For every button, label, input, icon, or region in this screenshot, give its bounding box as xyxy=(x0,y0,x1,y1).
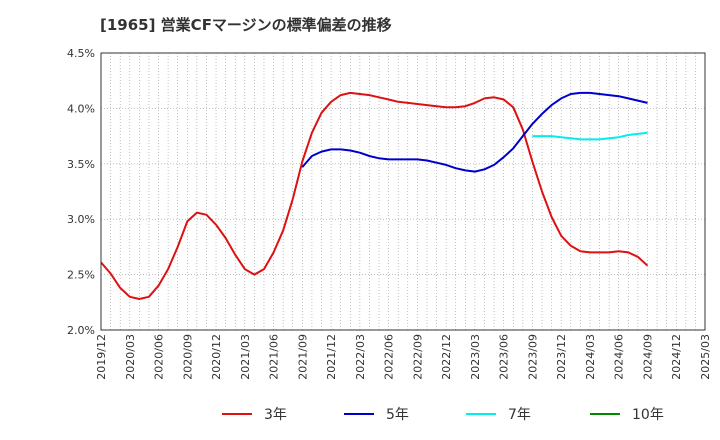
x-tick-label: 2019/12 xyxy=(95,334,108,380)
plot-area xyxy=(101,53,705,330)
x-tick-label: 2022/09 xyxy=(411,334,424,380)
x-tick-label: 2024/03 xyxy=(584,334,597,380)
x-tick-label: 2023/12 xyxy=(555,334,568,380)
x-tick-label: 2023/03 xyxy=(469,334,482,380)
y-tick-label: 3.5% xyxy=(67,158,95,171)
x-tick-label: 2022/12 xyxy=(440,334,453,380)
plot-border xyxy=(100,52,706,331)
series-line-7年 xyxy=(532,131,648,141)
x-tick-label: 2020/09 xyxy=(181,334,194,380)
x-tick-label: 2021/06 xyxy=(268,334,281,380)
x-tick-label: 2024/06 xyxy=(613,334,626,380)
y-tick-label: 3.0% xyxy=(67,213,95,226)
legend: 3年 5年 7年 10年 xyxy=(222,407,664,423)
x-tick-label: 2021/09 xyxy=(296,334,309,380)
series-line-3年 xyxy=(100,91,649,300)
y-axis: 2.0% 2.5% 3.0% 3.5% 4.0% 4.5% xyxy=(67,47,95,337)
grid xyxy=(101,53,705,330)
y-tick-label: 4.5% xyxy=(67,47,95,60)
x-tick-label: 2024/12 xyxy=(670,334,683,380)
legend-label: 5年 xyxy=(386,407,409,423)
series-line-5年 xyxy=(301,91,648,173)
x-tick-label: 2021/03 xyxy=(239,334,252,380)
chart-title: [1965] 営業CFマージンの標準偏差の推移 xyxy=(100,16,392,34)
y-tick-label: 4.0% xyxy=(67,102,95,115)
x-tick-label: 2023/06 xyxy=(498,334,511,380)
x-axis: 2019/12 2020/03 2020/06 2020/09 2020/12 2021/… xyxy=(95,334,712,380)
x-tick-label: 2020/12 xyxy=(210,334,223,380)
x-tick-label: 2023/09 xyxy=(526,334,539,380)
x-tick-label: 2022/06 xyxy=(383,334,396,380)
x-tick-label: 2021/12 xyxy=(325,334,338,380)
x-tick-label: 2020/03 xyxy=(124,334,137,380)
series-lines xyxy=(100,91,649,300)
y-tick-label: 2.5% xyxy=(67,269,95,282)
x-tick-label: 2020/06 xyxy=(153,334,166,380)
legend-label: 7年 xyxy=(508,407,531,423)
x-tick-label: 2024/09 xyxy=(641,334,654,380)
x-tick-label: 2025/03 xyxy=(699,334,712,380)
legend-label: 3年 xyxy=(264,407,287,423)
x-tick-label: 2022/03 xyxy=(354,334,367,380)
legend-label: 10年 xyxy=(632,407,664,423)
y-tick-label: 2.0% xyxy=(67,324,95,337)
